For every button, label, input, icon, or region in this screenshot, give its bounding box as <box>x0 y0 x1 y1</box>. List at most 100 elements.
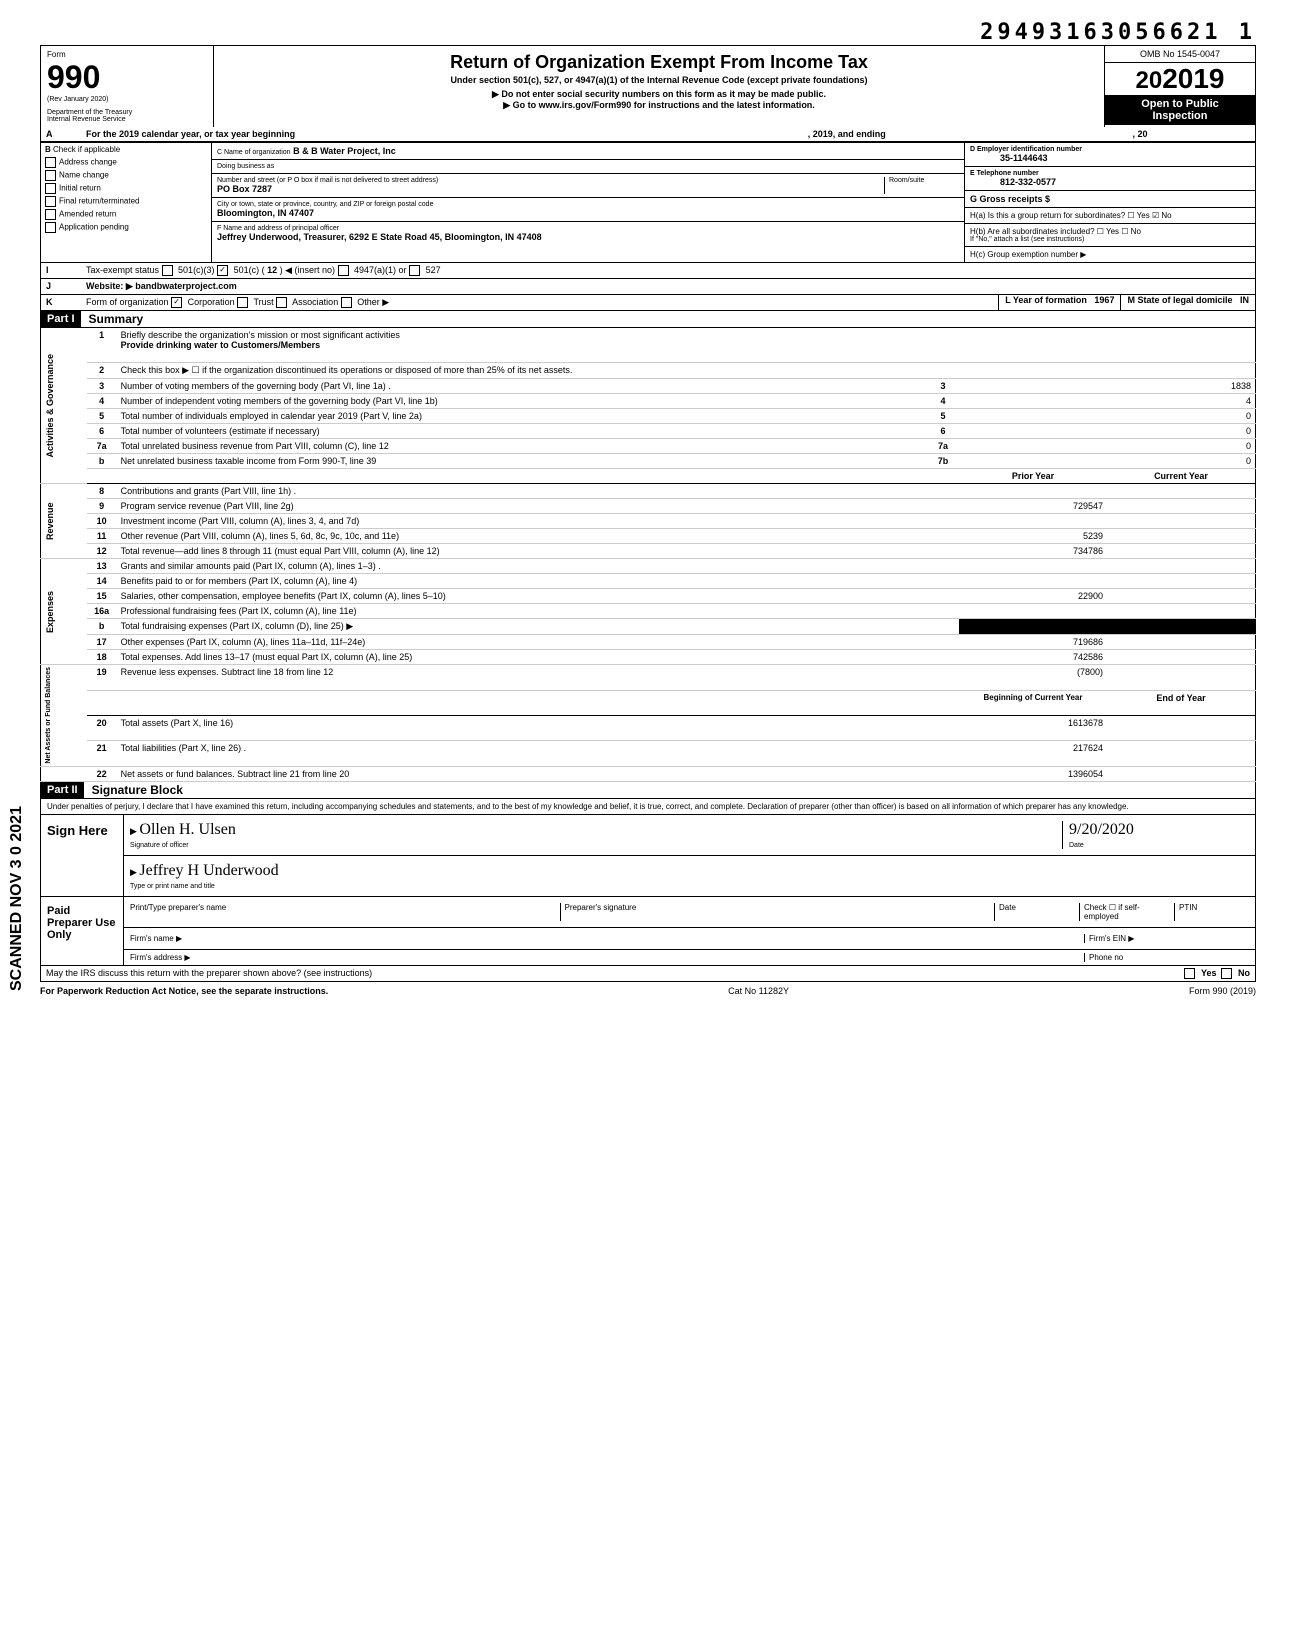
website: bandbwaterproject.com <box>135 281 237 291</box>
pp-check-lbl: Check ☐ if self-employed <box>1079 903 1174 921</box>
chk-other[interactable] <box>341 297 352 308</box>
pp-date-lbl: Date <box>994 903 1079 921</box>
s1: Briefly describe the organization's miss… <box>121 330 400 340</box>
chk-app-pending[interactable] <box>45 222 56 233</box>
ha-yesno: ☐ Yes ☑ No <box>1127 211 1171 220</box>
l-label: L Year of formation <box>1005 295 1087 305</box>
chk-name-change[interactable] <box>45 170 56 181</box>
chk-corp[interactable]: ✓ <box>171 297 182 308</box>
part1-hdr: Part I <box>41 311 81 327</box>
ein: 35-1144643 <box>970 153 1048 163</box>
s12-prior: 734786 <box>959 544 1107 559</box>
s3-val: 1838 <box>959 379 1256 394</box>
s14: Benefits paid to or for members (Part IX… <box>117 574 959 589</box>
c-label: C Name of organization <box>217 149 291 156</box>
summary-table: Activities & Governance 1 Briefly descri… <box>40 328 1256 782</box>
cat-no: Cat No 11282Y <box>728 986 789 996</box>
s2: Check this box ▶ ☐ if the organization d… <box>117 363 1256 379</box>
part1-title: Summary <box>81 312 144 326</box>
street-address: PO Box 7287 <box>217 184 272 194</box>
s16a: Professional fundraising fees (Part IX, … <box>117 604 959 619</box>
chk-initial-return[interactable] <box>45 183 56 194</box>
s7a-val: 0 <box>959 439 1256 454</box>
dept: Department of the Treasury <box>47 109 207 116</box>
open-public-2: Inspection <box>1108 110 1252 122</box>
line-a-mid: , 2019, and ending <box>808 129 886 139</box>
s13: Grants and similar amounts paid (Part IX… <box>117 559 959 574</box>
phone: 812-332-0577 <box>970 177 1056 187</box>
principal-officer: Jeffrey Underwood, Treasurer, 6292 E Sta… <box>217 232 542 242</box>
chk-address-change[interactable] <box>45 157 56 168</box>
mission-text: Provide drinking water to Customers/Memb… <box>121 340 321 350</box>
vert-netassets: Net Assets or Fund Balances <box>41 665 87 767</box>
e-label: E Telephone number <box>970 170 1039 177</box>
paid-preparer-block: Paid Preparer Use Only Print/Type prepar… <box>40 897 1256 966</box>
officer-name-printed: Jeffrey H Underwood <box>139 862 278 879</box>
i-label: Tax-exempt status <box>86 265 159 275</box>
s21-prior: 217624 <box>959 741 1107 766</box>
s15: Salaries, other compensation, employee b… <box>117 589 959 604</box>
chk-assoc[interactable] <box>276 297 287 308</box>
chk-discuss-no[interactable] <box>1221 968 1232 979</box>
line-a: For the 2019 calendar year, or tax year … <box>86 129 295 139</box>
hc-label: H(c) Group exemption number ▶ <box>965 247 1255 262</box>
prior-hdr: Prior Year <box>959 469 1107 484</box>
addr-label: Number and street (or P O box if mail is… <box>217 177 884 184</box>
form-title: Return of Organization Exempt From Incom… <box>220 52 1098 73</box>
s19: Revenue less expenses. Subtract line 18 … <box>117 665 959 690</box>
entity-box: B Check if applicable Address change Nam… <box>40 142 1256 263</box>
form-header: Form 990 (Rev January 2020) Department o… <box>40 45 1256 127</box>
chk-501c3[interactable] <box>162 265 173 276</box>
pp-ein-lbl: Firm's EIN ▶ <box>1084 934 1249 943</box>
curr-hdr: Current Year <box>1107 469 1256 484</box>
dba-label: Doing business as <box>212 160 964 174</box>
chk-amended-return[interactable] <box>45 209 56 220</box>
paid-preparer-label: Paid Preparer Use Only <box>41 897 124 965</box>
form-footer: Form 990 (2019) <box>1189 986 1256 996</box>
eoy-hdr: End of Year <box>1107 690 1256 715</box>
vert-expenses: Expenses <box>41 559 87 665</box>
tax-year: 202019 <box>1105 63 1255 95</box>
pp-addr-lbl: Firm's address ▶ <box>130 953 1084 962</box>
discuss-question: May the IRS discuss this return with the… <box>41 966 1179 981</box>
pp-ptin-lbl: PTIN <box>1174 903 1249 921</box>
s11: Other revenue (Part VIII, column (A), li… <box>117 529 959 544</box>
s8: Contributions and grants (Part VIII, lin… <box>117 484 959 499</box>
chk-trust[interactable] <box>237 297 248 308</box>
omb-number: OMB No 1545-0047 <box>1105 46 1255 63</box>
chk-501c[interactable]: ✓ <box>217 265 228 276</box>
s19-prior: (7800) <box>959 665 1107 690</box>
chk-discuss-yes[interactable] <box>1184 968 1195 979</box>
chk-4947[interactable] <box>338 265 349 276</box>
s20: Total assets (Part X, line 16) <box>117 716 959 741</box>
org-name: B & B Water Project, Inc <box>293 146 396 156</box>
city-label: City or town, state or province, country… <box>217 201 959 208</box>
s7b: Net unrelated business taxable income fr… <box>117 454 927 469</box>
s6: Total number of volunteers (estimate if … <box>117 424 927 439</box>
pp-firm-lbl: Firm's name ▶ <box>130 934 1084 943</box>
sig-date: 9/20/2020 <box>1069 821 1134 838</box>
s17: Other expenses (Part IX, column (A), lin… <box>117 635 959 650</box>
k-label: Form of organization <box>86 297 169 307</box>
s22-prior: 1396054 <box>959 766 1107 781</box>
form-rev: (Rev January 2020) <box>47 96 207 103</box>
f-label: F Name and address of principal officer <box>217 225 959 232</box>
s4-val: 4 <box>959 394 1256 409</box>
d-label: D Employer identification number <box>970 146 1082 153</box>
hb-yesno: ☐ Yes ☐ No <box>1097 227 1141 236</box>
room-label: Room/suite <box>884 177 959 194</box>
sign-here-label: Sign Here <box>41 815 124 896</box>
part2-hdr: Part II <box>41 782 84 798</box>
s9: Program service revenue (Part VIII, line… <box>117 499 959 514</box>
s3: Number of voting members of the governin… <box>117 379 927 394</box>
s12: Total revenue—add lines 8 through 11 (mu… <box>117 544 959 559</box>
s21: Total liabilities (Part X, line 26) . <box>117 741 959 766</box>
chk-final-return[interactable] <box>45 196 56 207</box>
chk-527[interactable] <box>409 265 420 276</box>
city-state-zip: Bloomington, IN 47407 <box>217 208 314 218</box>
s9-prior: 729547 <box>959 499 1107 514</box>
s18: Total expenses. Add lines 13–17 (must eq… <box>117 650 959 665</box>
s18-prior: 742586 <box>959 650 1107 665</box>
year-formation: 1967 <box>1094 295 1114 305</box>
scanned-stamp: SCANNED NOV 3 0 2021 <box>8 806 26 991</box>
